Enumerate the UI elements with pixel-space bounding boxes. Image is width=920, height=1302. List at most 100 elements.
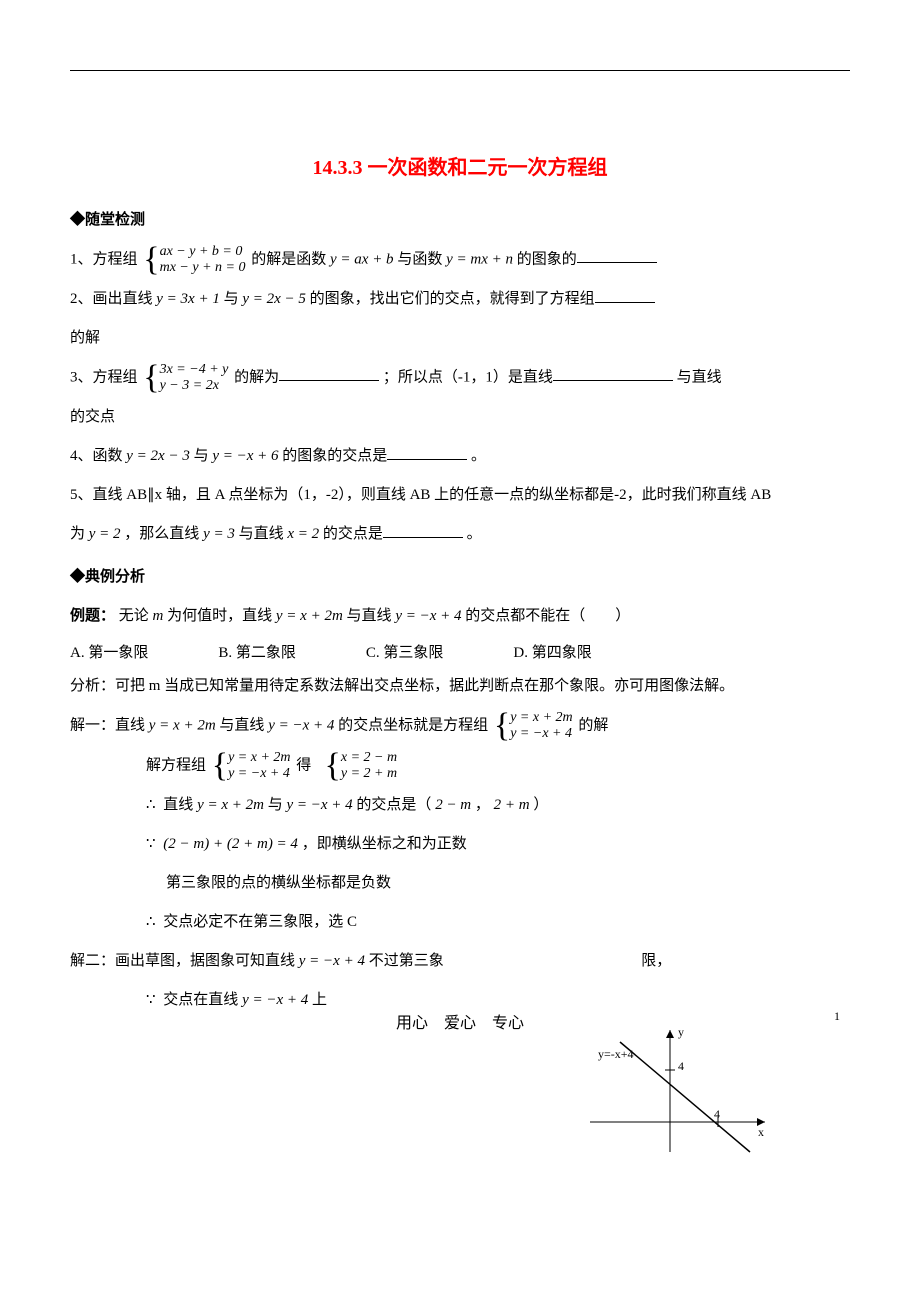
option-a: A. 第一象限 [70,641,148,662]
q5-func3: x = 2 [287,526,319,542]
q2-text-b: 与 [224,291,239,307]
question-2-cont: 的解 [70,322,850,355]
blank [387,444,467,460]
q1-text-d: 的图象的 [517,251,577,267]
section-check-heading: ◆随堂检测 [70,208,850,229]
question-1: 1、方程组 { ax − y + b = 0 mx − y + n = 0 的解… [70,243,850,277]
blank [279,365,379,381]
sol1-func2: y = −x + 4 [268,717,334,733]
sol1-system1: { y = x + 2m y = −x + 4 [494,709,573,743]
sol1-text-i: 的交点是（ [356,797,431,813]
option-c: C. 第三象限 [366,641,444,662]
example-options: A. 第一象限 B. 第二象限 C. 第三象限 D. 第四象限 [70,641,850,662]
ex-text-d: 与直线 [347,608,392,624]
q2-text-d: 的解 [70,330,100,346]
q4-text-d: 。 [471,448,486,464]
sol1-text-a: 解一：直线 [70,717,145,733]
page-number: 1 [834,1009,840,1024]
ex-func2: y = −x + 4 [395,608,461,624]
sol1-text-e: 解方程组 [146,757,206,773]
example-label: 例题： [70,608,115,624]
graph: x y 4 4 y=-x+4 [580,1022,780,1162]
brace-icon: { [143,243,159,277]
sol1-text-h: 与 [268,797,283,813]
solution-2-line1: 解二：画出草图，据图象可知直线 y = −x + 4 不过第三象 限， [70,945,850,978]
blank [553,365,673,381]
sol1-text-d: 的解 [578,717,608,733]
q5-func2: y = 3 [203,526,235,542]
sol1-text-b: 与直线 [219,717,264,733]
q5-text-a: 5、直线 AB∥x 轴，且 A 点坐标为（1，-2），则直线 AB 上的任意一点… [70,487,771,503]
question-4: 4、函数 y = 2x − 3 与 y = −x + 6 的图象的交点是 。 [70,440,850,473]
page-title: 14.3.3 一次函数和二元一次方程组 [70,151,850,180]
sol2-text-a: 解二：画出草图，据图象可知直线 [70,953,295,969]
sol1-system2: { x = 2 − m y = 2 + m [325,749,398,783]
footer: 用心 爱心 专心 1 [0,1009,920,1033]
q1-system: { ax − y + b = 0 mx − y + n = 0 [143,243,245,277]
q4-func2: y = −x + 6 [212,448,278,464]
sol1-sys2-top: x = 2 − m [341,750,397,766]
question-5: 5、直线 AB∥x 轴，且 A 点坐标为（1，-2），则直线 AB 上的任意一点… [70,479,850,512]
solution-1-line2: 解方程组 { y = x + 2m y = −x + 4 得 { x = 2 −… [146,749,850,783]
q2-func2: y = 2x − 5 [242,291,306,307]
sol1-text-n: 交点必定不在第三象限，选 C [163,914,357,930]
q3-text-a: 3、方程组 [70,369,138,385]
q2-text-a: 2、画出直线 [70,291,153,307]
solution-1-line1: 解一：直线 y = x + 2m 与直线 y = −x + 4 的交点坐标就是方… [70,709,850,743]
q3-text-b: 的解为 [234,369,279,385]
solution-1-line5: 第三象限的点的横纵坐标都是负数 [166,867,850,900]
q2-text-c: 的图象，找出它们的交点，就得到了方程组 [310,291,595,307]
q1-func2: y = mx + n [446,251,513,267]
question-3-cont: 的交点 [70,401,850,434]
q2-func1: y = 3x + 1 [156,291,220,307]
brace-icon: { [325,749,341,783]
section-example-heading: ◆典例分析 [70,565,850,586]
q5-func1: y = 2 [89,526,121,542]
q3-sys-top: 3x = −4 + y [160,362,229,378]
sol1-text-f: 得 [296,757,311,773]
question-3: 3、方程组 { 3x = −4 + y y − 3 = 2x 的解为 ；所以点（… [70,361,850,395]
brace-icon: { [143,361,159,395]
top-divider [70,70,850,71]
ex-text-e: 的交点都不能在（ ） [465,608,630,624]
analysis: 分析：可把 m 当成已知常量用待定系数法解出交点坐标，据此判断点在那个象限。亦可… [70,670,850,703]
sol2-text-b: 不过第三象 [369,953,444,969]
solution-1-line6: 交点必定不在第三象限，选 C [146,906,850,939]
sol1-pt2: 2 + m [494,797,530,813]
q5-text-f: 。 [467,526,482,542]
sol1-func2b: y = −x + 4 [286,797,352,813]
y-tick: 4 [678,1059,684,1073]
sol2-text-d: 上 [312,992,327,1008]
sol1-sys1-bot: y = −x + 4 [510,726,572,742]
sol1-func1: y = x + 2m [149,717,216,733]
ex-m: m [153,608,164,624]
q5-text-c: ，那么直线 [124,526,199,542]
sol1-eq: (2 − m) + (2 + m) = 4 [163,836,298,852]
sol1-sys1-bot2: y = −x + 4 [228,766,290,782]
q3-sys-bot: y − 3 = 2x [160,378,229,394]
q1-func1: y = ax + b [330,251,394,267]
q1-text-b: 的解是函数 [251,251,326,267]
sol1-sys1-top: y = x + 2m [510,710,572,726]
q1-sys-bot: mx − y + n = 0 [160,260,246,276]
graph-svg: x y 4 4 y=-x+4 [580,1022,780,1162]
brace-icon: { [494,709,510,743]
sol1-pt1: 2 − m [435,797,471,813]
q5-text-b: 为 [70,526,85,542]
x-label: x [758,1125,764,1139]
example-stem: 例题： 无论 m 为何值时，直线 y = x + 2m 与直线 y = −x +… [70,600,850,633]
sol1-sys2-bot: y = 2 + m [341,766,397,782]
q3-text-e: 的交点 [70,409,115,425]
blank [383,522,463,538]
sol1-text-g: 直线 [163,797,193,813]
sol1-text-c: 的交点坐标就是方程组 [338,717,488,733]
q5-text-d: 与直线 [239,526,284,542]
q1-text-a: 1、方程组 [70,251,138,267]
sol1-func1b: y = x + 2m [197,797,264,813]
question-5-cont: 为 y = 2 ，那么直线 y = 3 与直线 x = 2 的交点是 。 [70,518,850,551]
option-b: B. 第二象限 [218,641,296,662]
blank [577,247,657,263]
q4-text-a: 4、函数 [70,448,123,464]
sol2-func1: y = −x + 4 [299,953,365,969]
q4-func1: y = 2x − 3 [126,448,190,464]
